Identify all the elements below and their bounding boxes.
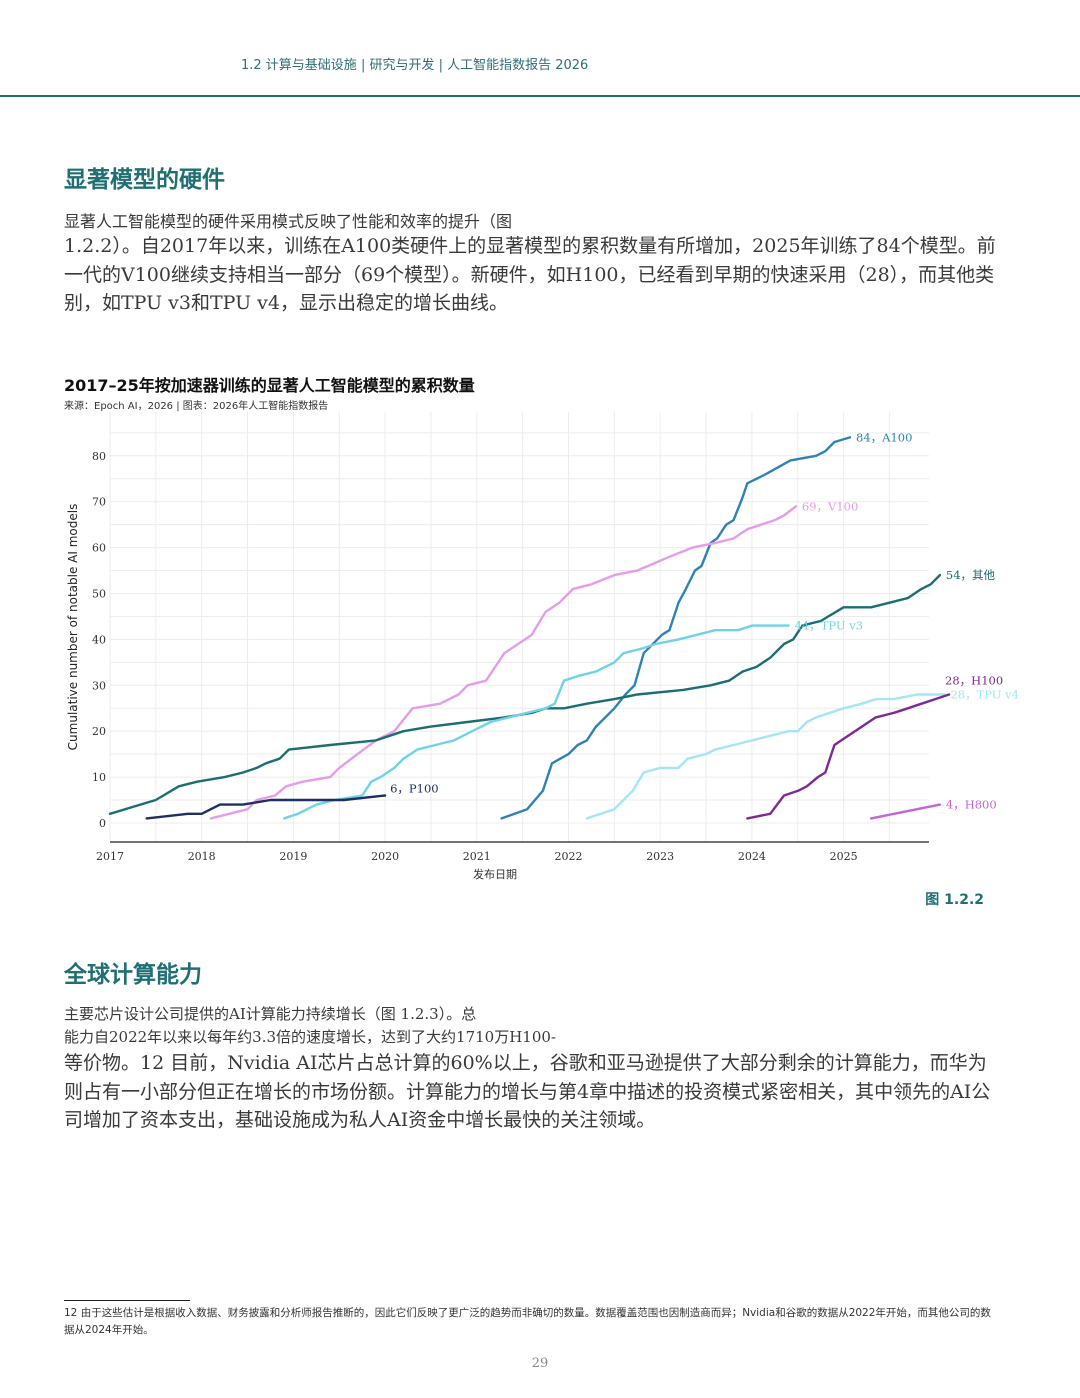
y-tick-label: 50	[92, 588, 106, 601]
y-tick-label: 10	[92, 771, 106, 784]
series-line-a100	[500, 436, 852, 820]
paragraph-hardware-line1: 显著人工智能模型的硬件采用模式反映了性能和效率的提升（图	[64, 212, 513, 231]
series-line-tpu-v4	[585, 693, 946, 820]
paragraph-compute-line2: 能力自2022年以来以每年约3.3倍的速度增长，达到了大约1710万H100-	[64, 1028, 556, 1046]
series-end-label-tpu-v3: 44，TPU v3	[795, 619, 864, 633]
chart-source: 来源：Epoch AI，2026 | 图表：2026年人工智能指数报告	[64, 401, 329, 412]
series-end-label-其他: 54，其他	[946, 568, 996, 582]
y-tick-label: 80	[92, 450, 106, 463]
paragraph-compute-lines: 主要芯片设计公司提供的AI计算能力持续增长（图 1.2.3）。总 能力自2022…	[64, 1003, 664, 1049]
x-axis-label: 发布日期	[473, 867, 517, 881]
chart-axes: 0 10 20 30 40 50 60 70 80 2017 2018 2019 2020 2021 202…	[66, 450, 929, 881]
y-tick-label: 30	[92, 679, 106, 692]
breadcrumb[interactable]: 1.2 计算与基础设施 | 研究与开发 | 人工智能指数报告 2026	[241, 58, 589, 73]
y-tick-label: 70	[92, 496, 106, 509]
chart-end-labels: 84，A100 69，V100 54，其他 44，TPU v3 28，TPU v428，…	[390, 430, 1019, 811]
page-number: 29	[531, 1356, 549, 1371]
chart-series	[108, 436, 951, 820]
y-tick-label: 40	[92, 633, 106, 646]
series-end-label-a100: 84，A100	[856, 430, 912, 444]
section-title-hardware: 显著模型的硬件	[64, 167, 225, 193]
footnote-rule	[64, 1300, 190, 1301]
x-tick-label: 2017	[96, 850, 124, 863]
y-tick-label: 60	[92, 542, 106, 555]
figure-label: 图 1.2.2	[925, 892, 984, 908]
section-title-compute: 全球计算能力	[64, 962, 202, 988]
series-end-label-h800: 4，H800	[946, 798, 997, 812]
x-tick-label: 2023	[646, 850, 674, 863]
x-tick-label: 2021	[463, 850, 491, 863]
series-end-label-v100: 69，V100	[802, 499, 858, 513]
series-line-p100	[145, 794, 387, 820]
series-line-tpu-v3	[283, 624, 790, 820]
x-tick-label: 2019	[279, 850, 307, 863]
y-tick-label: 20	[92, 725, 106, 738]
series-line-h100	[746, 693, 951, 820]
paragraph-hardware-body: 1.2.2）。自2017年以来，训练在A100类硬件上的显著模型的累积数量有所增…	[64, 235, 996, 314]
footnote: 12 由于这些估计是根据收入数据、财务披露和分析师报告推断的，因此它们反映了更广…	[64, 1307, 991, 1336]
series-line-h800	[869, 803, 942, 820]
page-header: 1.2 计算与基础设施 | 研究与开发 | 人工智能指数报告 2026	[0, 0, 1080, 97]
x-tick-label: 2024	[738, 850, 766, 863]
x-tick-label: 2018	[188, 850, 216, 863]
series-end-label-h100: 28，H100	[945, 673, 1003, 687]
y-axis-label: Cumulative number of notable AI models	[66, 504, 80, 751]
y-tick-label: 0	[99, 817, 106, 830]
series-line-其他	[108, 573, 942, 815]
paragraph-compute-body: 等价物。12 目前，Nvidia AI芯片占总计算的60%以上，谷歌和亚马逊提供…	[64, 1052, 991, 1131]
series-end-label-p100: 6，P100	[390, 781, 439, 795]
paragraph-compute-line1: 主要芯片设计公司提供的AI计算能力持续增长（图 1.2.3）。总	[64, 1005, 477, 1023]
series-end-label-tpu-v4: 28，TPU v4	[950, 687, 1019, 701]
x-tick-label: 2020	[371, 850, 399, 863]
series-line-v100	[209, 505, 798, 820]
accelerator-line-chart: 0 10 20 30 40 50 60 70 80 2017 2018 2019 2020 2021 202…	[66, 412, 1019, 881]
chart-title: 2017–25年按加速器训练的显著人工智能模型的累积数量	[64, 376, 475, 395]
x-tick-label: 2022	[555, 850, 583, 863]
x-tick-label: 2025	[830, 850, 858, 863]
